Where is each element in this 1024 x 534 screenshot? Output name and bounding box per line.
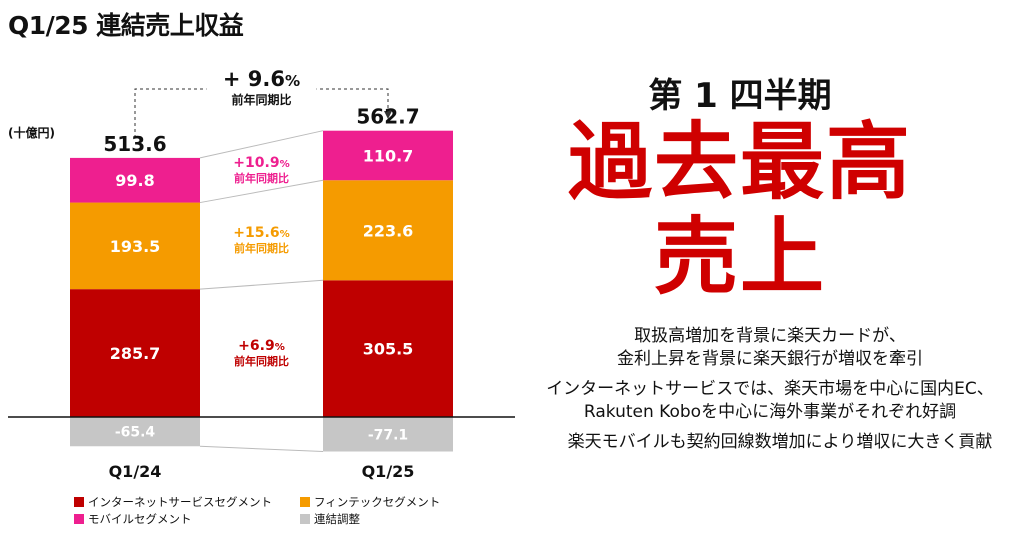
legend-label: 連結調整 — [314, 512, 360, 526]
bar-segment — [323, 180, 453, 281]
legend-swatch — [74, 514, 84, 524]
growth-arrow-head — [384, 111, 392, 119]
bar-total-label: 513.6 — [103, 132, 166, 156]
legend-item-internet: インターネットサービスセグメント — [74, 494, 272, 510]
page-title: Q1/25 連結売上収益 — [8, 11, 244, 40]
bar-total-label: 562.7 — [356, 105, 419, 129]
bar-segment-adjustment — [70, 417, 200, 447]
segment-growth-label: +10.9% — [233, 155, 289, 171]
note-line: 楽天モバイルも契約回線数増加により増収に大きく貢献 — [567, 432, 993, 452]
legend-swatch — [300, 514, 310, 524]
legend-item-adjustment: 連結調整 — [300, 511, 360, 527]
unit-label: (十億円) — [8, 126, 55, 140]
segment-growth-label: +6.9% — [238, 338, 285, 354]
segment-value-label: -77.1 — [368, 427, 408, 443]
bars — [70, 130, 453, 452]
note-line: 金利上昇を背景に楽天銀行が増収を牽引 — [617, 349, 923, 369]
bar-segment — [323, 280, 453, 417]
bar-segment-adjustment — [323, 417, 453, 452]
total-growth-caption: 前年同期比 — [231, 92, 291, 107]
segment-growth-caption: 前年同期比 — [234, 171, 289, 185]
legend-item-mobile: モバイルセグメント — [74, 511, 192, 527]
note-line: 取扱高増加を背景に楽天カードが、 — [634, 326, 906, 346]
segment-value-label: 223.6 — [363, 221, 414, 240]
note-fintech: 取扱高増加を背景に楽天カードが、 金利上昇を背景に楽天銀行が増収を牽引 — [560, 325, 980, 371]
segment-value-label: 193.5 — [110, 237, 161, 256]
segment-value-label: 305.5 — [363, 340, 414, 359]
legend-label: モバイルセグメント — [88, 512, 192, 526]
connector-line — [199, 445, 324, 453]
headline-revenue: 売上 — [653, 208, 826, 306]
category-label: Q1/25 — [362, 462, 415, 481]
total-growth-arrow — [134, 66, 392, 138]
bar-segment — [70, 289, 200, 417]
connector-line — [199, 179, 324, 204]
note-line: インターネットサービスでは、楽天市場を中心に国内EC、 — [546, 379, 994, 399]
bar-segment — [70, 202, 200, 290]
legend-item-fintech: フィンテックセグメント — [300, 494, 440, 510]
segment-value-label: 110.7 — [363, 146, 414, 165]
connector-line — [199, 279, 324, 290]
growth-label-bg — [206, 66, 317, 112]
note-line: Rakuten Koboを中心に海外事業がそれぞれ好調 — [583, 402, 957, 422]
segment-growth-label: +15.6% — [233, 225, 289, 241]
legend-label: フィンテックセグメント — [314, 495, 441, 509]
segment-growth-caption: 前年同期比 — [234, 241, 289, 255]
headline-record-high: 過去最高 — [567, 113, 912, 211]
segment-value-label: 285.7 — [110, 344, 161, 363]
segment-value-label: 99.8 — [115, 171, 154, 190]
note-mobile: 楽天モバイルも契約回線数増加により増収に大きく貢献 — [530, 431, 1024, 454]
segment-value-label: -65.4 — [115, 425, 156, 441]
bar-connectors — [199, 130, 324, 453]
total-growth-label: + 9.6% — [223, 67, 300, 91]
category-label: Q1/24 — [109, 462, 162, 481]
quarter-label: 第 1 四半期 — [648, 76, 832, 116]
connector-line — [199, 130, 324, 159]
chart-labels: 285.7 193.5 99.8 -65.4 513.6 Q1/24 305.5 223.6 1… — [103, 67, 419, 481]
segment-growth-caption: 前年同期比 — [234, 354, 289, 368]
legend-swatch — [74, 497, 84, 507]
bar-segment — [70, 157, 200, 203]
legend-swatch — [300, 497, 310, 507]
legend-label: インターネットサービスセグメント — [88, 495, 272, 509]
note-internet: インターネットサービスでは、楽天市場を中心に国内EC、 Rakuten Kobo… — [530, 378, 1010, 424]
bar-segment — [323, 130, 453, 181]
legend: インターネットサービスセグメント フィンテックセグメント モバイルセグメント 連… — [74, 494, 494, 530]
